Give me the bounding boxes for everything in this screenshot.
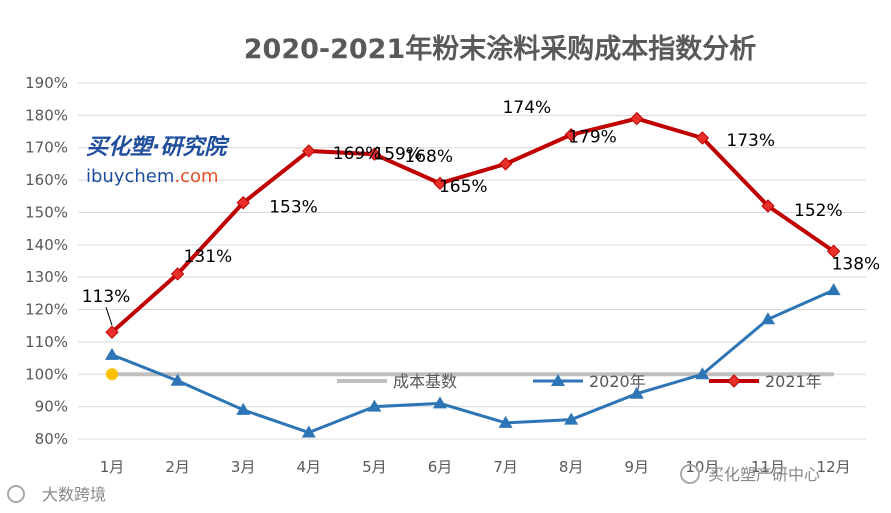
legend-label-2021: 2021年 — [765, 372, 822, 391]
y-tick-label: 100% — [25, 365, 68, 383]
data-label-2021: 165% — [439, 177, 488, 197]
data-label-2021: 113% — [82, 287, 131, 307]
x-tick-label: 12月 — [817, 458, 851, 476]
logo-domain-main: ibuychem — [86, 166, 174, 187]
data-label-2021: 173% — [726, 131, 775, 151]
point-2020 — [105, 347, 119, 360]
y-tick-label: 170% — [25, 139, 68, 157]
chart-title: 2020-2021年粉末涂料采购成本指数分析 — [244, 33, 757, 65]
x-tick-label: 8月 — [559, 458, 584, 476]
point-2020 — [826, 283, 841, 296]
point-2020 — [498, 415, 513, 428]
y-tick-label: 120% — [25, 301, 68, 319]
y-tick-label: 90% — [35, 398, 68, 416]
data-label-2021: 153% — [269, 198, 318, 218]
data-label-2021: 152% — [794, 201, 843, 221]
x-tick-label: 5月 — [362, 458, 387, 476]
y-tick-label: 190% — [25, 74, 68, 92]
point-2020 — [695, 367, 710, 380]
legend-marker-2021 — [727, 374, 741, 388]
x-tick-label: 4月 — [297, 458, 322, 476]
x-tick-label: 2月 — [165, 458, 190, 476]
series-line-2020 — [111, 288, 835, 435]
point-2020 — [170, 373, 185, 386]
series-layer: 113% 131% 153% 169% 168%159% 165% 174% 179% 173%… — [82, 98, 881, 438]
y-tick-label: 80% — [35, 430, 68, 448]
point-2021 — [695, 131, 710, 145]
point-2021 — [105, 325, 119, 339]
watermark-right-text: 买化塑产研中心 — [708, 465, 820, 484]
point-2020 — [236, 402, 251, 415]
point-2021 — [498, 157, 513, 171]
label-leader-line — [105, 307, 113, 326]
logo-domain-suffix: .com — [174, 166, 218, 187]
point-2021 — [302, 144, 316, 158]
point-2020 — [367, 399, 382, 412]
y-tick-label: 160% — [25, 171, 68, 189]
y-tick-label: 150% — [25, 203, 68, 221]
legend-label-2020: 2020年 — [589, 372, 646, 391]
point-2021 — [367, 147, 382, 161]
x-tick-label: 6月 — [428, 458, 453, 476]
logo-domain: ibuychem.com — [86, 166, 219, 187]
y-tick-label: 180% — [25, 106, 68, 124]
point-2020 — [433, 396, 447, 409]
data-label-2021: 138% — [832, 254, 881, 274]
logo-name: 买化塑·研究院 — [86, 134, 230, 160]
point-2021 — [236, 196, 250, 210]
y-axis-ticks: 80% 90% 100% 110% 120% 130% 140% 150% 160% 170% 18… — [25, 74, 68, 448]
point-2021 — [433, 176, 447, 191]
logo: 买化塑·研究院 ibuychem.com — [86, 134, 230, 187]
point-2021 — [170, 267, 185, 281]
data-label-2021: 169% — [333, 144, 382, 164]
x-tick-label: 11月 — [751, 458, 785, 476]
y-tick-label: 130% — [25, 268, 68, 286]
point-2020 — [629, 386, 644, 399]
data-label-2021: 159% — [373, 144, 422, 164]
legend-marker-2020 — [551, 374, 565, 386]
point-2020 — [301, 425, 316, 438]
watermark-right-icon — [680, 464, 700, 484]
x-tick-label: 1月 — [100, 458, 125, 476]
data-label-2021: 179% — [568, 128, 617, 148]
x-axis-ticks: 1月 2月 3月 4月 5月 6月 7月 8月 9月 10月 11月 12月 — [100, 458, 851, 476]
x-tick-label: 7月 — [493, 458, 518, 476]
point-2020 — [761, 312, 775, 325]
point-2021 — [564, 128, 578, 142]
series-line-2021 — [110, 116, 835, 334]
point-2020 — [564, 412, 579, 425]
point-2021 — [761, 199, 775, 213]
legend-label-base: 成本基数 — [393, 372, 457, 391]
x-tick-label: 3月 — [231, 458, 256, 476]
watermark-right: 买化塑产研中心 — [680, 464, 820, 484]
watermark-left: 大数跨境 — [7, 485, 106, 504]
point-2021 — [630, 111, 644, 126]
y-tick-label: 140% — [25, 236, 68, 254]
point-2021 — [826, 244, 841, 258]
watermark-left-icon — [7, 485, 25, 503]
data-label-2021: 131% — [184, 247, 233, 267]
legend: 成本基数 2020年 2021年 — [337, 372, 822, 391]
watermark-left-text: 大数跨境 — [42, 485, 106, 504]
y-tick-label: 110% — [25, 333, 68, 351]
base-point-marker — [106, 368, 118, 381]
x-tick-label: 9月 — [625, 458, 650, 476]
x-tick-label: 10月 — [685, 458, 719, 476]
data-label-2021: 174% — [503, 98, 552, 118]
data-label-2021: 168% — [404, 147, 453, 167]
